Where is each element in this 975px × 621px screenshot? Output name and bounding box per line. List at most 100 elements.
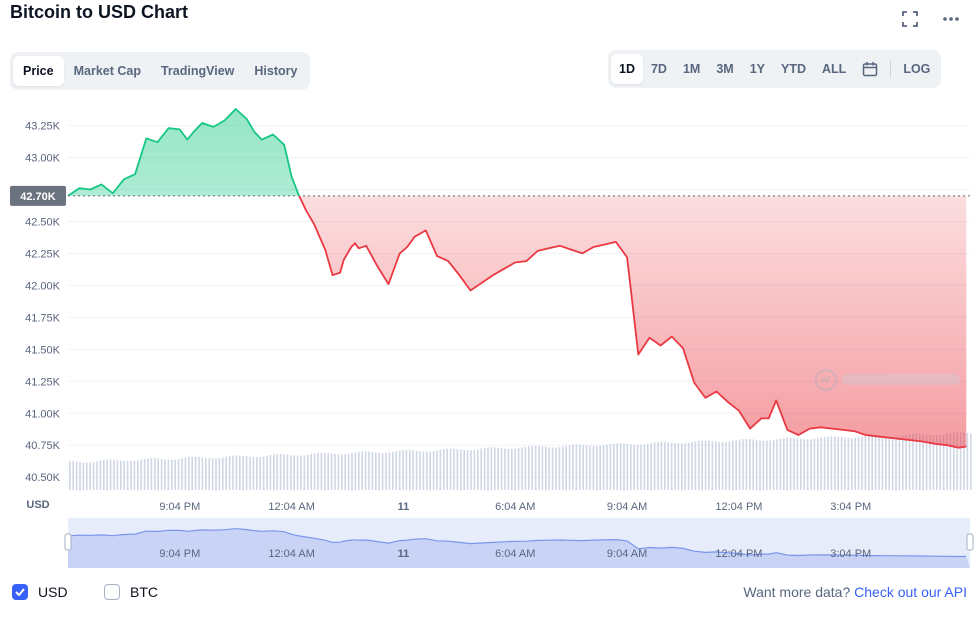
navigator-handle[interactable] bbox=[64, 533, 72, 551]
volume-bar bbox=[851, 438, 853, 490]
volume-bar bbox=[402, 450, 404, 490]
volume-bar bbox=[650, 443, 652, 490]
volume-bar bbox=[239, 455, 241, 490]
volume-bar bbox=[891, 436, 894, 490]
tab-price[interactable]: Price bbox=[13, 56, 64, 86]
range-ytd[interactable]: YTD bbox=[781, 62, 807, 76]
price-lines bbox=[67, 108, 967, 449]
volume-bar bbox=[443, 449, 445, 490]
volume-bar bbox=[908, 434, 911, 490]
volume-bar bbox=[432, 450, 435, 490]
legend-usd[interactable]: USD bbox=[12, 584, 68, 600]
volume-bar bbox=[585, 445, 588, 490]
volume-bar bbox=[902, 435, 904, 490]
volume-bar bbox=[704, 440, 707, 490]
x-tick-label: 6:04 AM bbox=[495, 501, 535, 513]
page-title: Bitcoin to USD Chart bbox=[10, 2, 188, 22]
log-toggle[interactable]: LOG bbox=[903, 62, 931, 76]
volume-bar bbox=[789, 437, 792, 490]
volume-bar bbox=[766, 440, 768, 490]
volume-bar bbox=[456, 449, 459, 490]
legend-btc[interactable]: BTC bbox=[104, 584, 158, 600]
volume-bar bbox=[609, 444, 612, 490]
volume-bar bbox=[660, 441, 663, 490]
volume-bar bbox=[725, 442, 727, 490]
usd-label: USD bbox=[38, 584, 68, 600]
volume-bar bbox=[235, 455, 238, 490]
chart-svg: 43.25K43.00K42.75K42.50K42.25K42.00K41.7… bbox=[10, 108, 974, 568]
volume-bar bbox=[215, 458, 217, 490]
volume-bar bbox=[262, 456, 265, 490]
volume-bar bbox=[181, 458, 183, 490]
volume-bar bbox=[198, 456, 200, 490]
volume-bar bbox=[480, 448, 482, 490]
range-1d[interactable]: 1D bbox=[611, 54, 643, 84]
calendar-icon[interactable] bbox=[854, 54, 886, 84]
volume-bar bbox=[517, 448, 520, 490]
more-data-text: Want more data? bbox=[743, 584, 851, 600]
tab-tradingview[interactable]: TradingView bbox=[160, 64, 235, 78]
volume-bar bbox=[844, 437, 846, 490]
volume-bar bbox=[368, 451, 370, 490]
volume-bar bbox=[232, 455, 234, 490]
range-3m[interactable]: 3M bbox=[716, 62, 734, 76]
volume-bar bbox=[133, 460, 136, 490]
x-tick-label: 12:04 PM bbox=[715, 501, 762, 513]
volume-bar bbox=[375, 452, 377, 490]
volume-bar bbox=[939, 435, 941, 490]
price-chart[interactable]: 43.25K43.00K42.75K42.50K42.25K42.00K41.7… bbox=[0, 95, 975, 575]
volume-bar bbox=[96, 461, 98, 490]
volume-bar bbox=[256, 457, 258, 490]
api-link[interactable]: Check out our API bbox=[854, 584, 967, 600]
volume-bar bbox=[494, 447, 496, 490]
volume-bar bbox=[279, 454, 282, 490]
volume-bar bbox=[868, 435, 870, 490]
volume-bar bbox=[286, 454, 289, 490]
volume-bar bbox=[103, 459, 105, 490]
volume-bar bbox=[630, 444, 632, 490]
volume-bar bbox=[222, 457, 224, 490]
volume-bar bbox=[320, 452, 323, 490]
tab-market-cap[interactable]: Market Cap bbox=[73, 64, 141, 78]
area-below bbox=[299, 195, 967, 448]
volume-bar bbox=[307, 454, 309, 490]
volume-bar bbox=[358, 451, 360, 490]
tab-history[interactable]: History bbox=[254, 64, 298, 78]
volume-bar bbox=[415, 450, 418, 490]
navigator-handle[interactable] bbox=[966, 533, 974, 551]
usd-checkbox[interactable] bbox=[12, 584, 28, 600]
volume-bar bbox=[490, 447, 493, 490]
volume-bar bbox=[378, 452, 380, 490]
volume-bar bbox=[361, 451, 363, 490]
volume-bar bbox=[205, 457, 207, 490]
volume-bar bbox=[803, 439, 805, 490]
range-all[interactable]: ALL bbox=[822, 62, 847, 76]
volume-bar bbox=[568, 445, 571, 490]
more-icon[interactable] bbox=[940, 8, 962, 30]
navigator-tick-label: 9:04 AM bbox=[607, 548, 647, 560]
price-line-down bbox=[68, 195, 967, 449]
volume-bar bbox=[759, 440, 761, 490]
volume-bar bbox=[779, 438, 782, 490]
range-1y[interactable]: 1Y bbox=[749, 62, 766, 76]
volume-bar bbox=[201, 457, 204, 490]
range-7d[interactable]: 7D bbox=[650, 62, 667, 76]
y-tick-label: 41.50K bbox=[25, 344, 61, 356]
fullscreen-icon[interactable] bbox=[899, 8, 921, 30]
volume-bar bbox=[429, 451, 431, 490]
view-tabs: Price Market Cap TradingView History bbox=[10, 52, 311, 90]
volume-bar bbox=[228, 456, 231, 490]
volume-bar bbox=[691, 442, 693, 490]
navigator-tick-label: 12:04 AM bbox=[268, 548, 314, 560]
btc-checkbox[interactable] bbox=[104, 584, 120, 600]
volume-bar bbox=[507, 448, 510, 490]
range-1m[interactable]: 1M bbox=[682, 62, 701, 76]
volume-bar bbox=[874, 434, 877, 490]
volume-bar bbox=[300, 455, 302, 490]
volume-bar bbox=[167, 459, 170, 490]
volume-bar bbox=[667, 442, 669, 490]
more-data: Want more data? Check out our API bbox=[743, 584, 967, 600]
volume-bar bbox=[898, 436, 901, 490]
volume-bar bbox=[412, 450, 414, 490]
volume-bar bbox=[120, 460, 122, 490]
